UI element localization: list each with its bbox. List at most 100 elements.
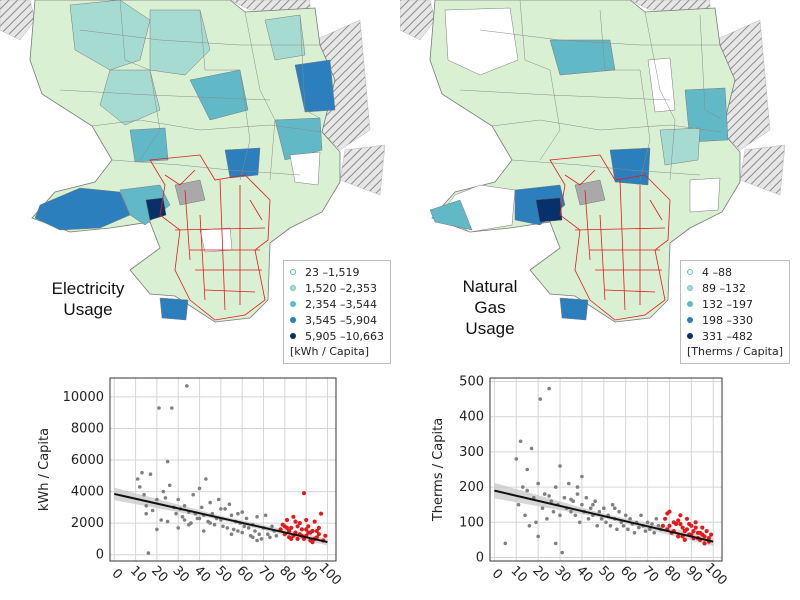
data-point-gray (536, 481, 540, 486)
data-point-red (314, 528, 319, 534)
x-tick-label: 60 (617, 563, 639, 585)
data-point-gray (257, 532, 262, 536)
data-point-red (682, 537, 687, 542)
data-point-red (680, 525, 685, 530)
legend-swatch (687, 301, 693, 307)
y-axis-title: kWh / Capita (37, 428, 52, 511)
data-point-gray (167, 483, 172, 488)
legend-entry: 198 –330 (687, 312, 783, 328)
data-point-gray (534, 520, 538, 525)
legend-unit: [kWh / Capita] (290, 345, 370, 358)
tract-borders (59, 0, 323, 181)
x-tick-label: 30 (551, 563, 573, 585)
data-point-gray (227, 502, 232, 506)
y-tick-label: 0 (476, 550, 484, 565)
data-point-gray (569, 509, 573, 514)
x-tick-label: 40 (573, 563, 595, 585)
legend-label: 331 –482 (702, 329, 753, 343)
y-tick-label: 10000 (63, 390, 104, 405)
data-point-gray (529, 446, 534, 451)
map-title-line: Natural (462, 277, 518, 296)
data-point-gray (197, 516, 202, 521)
data-point-red (700, 525, 705, 530)
data-point-red (287, 528, 292, 534)
x-tick-label: 40 (191, 563, 213, 585)
x-tick-label: 100 (316, 560, 344, 588)
data-point-gray (632, 531, 637, 535)
data-point-gray (575, 492, 580, 496)
data-point-red (693, 525, 698, 530)
x-tick-label: 10 (508, 563, 530, 585)
data-point-gray (623, 513, 628, 518)
legend-swatch (687, 333, 693, 339)
data-point-gray (229, 532, 234, 536)
data-point-red (295, 536, 300, 541)
map-title-line: Usage (465, 319, 515, 338)
legend-label: 23 –1,519 (305, 265, 360, 279)
data-point-gray (202, 529, 206, 533)
data-point-gray (197, 486, 202, 491)
legend-entry: 3,545 –5,904 (290, 312, 384, 328)
data-point-gray (236, 511, 240, 516)
data-point-gray (580, 474, 584, 479)
x-tick-label: 10 (127, 563, 149, 585)
data-point-gray (165, 519, 170, 524)
highlighted-tracts (549, 154, 671, 321)
natural-gas-map-title: Natural Gas Usage (450, 276, 530, 339)
data-point-red (297, 521, 302, 526)
data-point-gray (575, 485, 580, 489)
data-point-gray (656, 524, 661, 528)
data-point-red (700, 532, 705, 537)
data-point-gray (567, 481, 571, 486)
tract (149, 9, 211, 76)
tract (647, 57, 676, 113)
x-tick-label: 60 (234, 563, 256, 585)
legend-label: 3,545 –5,904 (305, 313, 377, 327)
data-point-gray (628, 517, 632, 521)
data-point-gray (626, 527, 630, 532)
data-point-gray (562, 495, 567, 500)
data-point-gray (242, 524, 247, 529)
data-point-gray (542, 492, 547, 496)
tract (99, 69, 161, 126)
data-point-red (684, 516, 690, 521)
hatched-region (339, 144, 386, 196)
data-point-gray (182, 518, 187, 522)
tract (69, 0, 151, 71)
data-point-gray (516, 502, 521, 507)
data-point-gray (268, 535, 272, 540)
data-point-gray (652, 531, 656, 535)
data-point-gray (144, 504, 148, 508)
data-point-gray (223, 507, 227, 511)
data-point-red (684, 527, 690, 532)
y-tick-label: 500 (459, 375, 484, 390)
data-point-red (306, 524, 311, 529)
regression-line (494, 489, 714, 543)
data-point-red (660, 523, 665, 528)
y-tick-label: 0 (96, 548, 104, 563)
tract (444, 7, 519, 76)
legend-label: 132 –197 (702, 297, 753, 311)
data-point-red (289, 525, 294, 530)
data-point-gray (180, 515, 185, 519)
data-point-gray (270, 524, 274, 529)
data-point-gray (176, 497, 180, 502)
data-point-red (295, 524, 300, 529)
data-point-red (665, 511, 670, 516)
data-point-gray (204, 477, 208, 481)
data-point-gray (210, 511, 215, 516)
data-point-gray (558, 513, 562, 518)
data-point-gray (639, 513, 643, 518)
data-point-gray (525, 467, 529, 472)
data-point-gray (584, 495, 589, 500)
x-tick-label: 50 (595, 563, 617, 585)
data-point-red (667, 523, 672, 528)
natural-gas-legend: 4 –88 89 –132 132 –197 198 –330 331 –482… (680, 260, 791, 364)
data-point-gray (536, 534, 540, 539)
data-point-gray (595, 524, 599, 528)
data-point-gray (558, 464, 562, 468)
x-tick-label: 20 (148, 563, 170, 585)
tract (559, 297, 589, 321)
data-point-gray (525, 488, 529, 493)
